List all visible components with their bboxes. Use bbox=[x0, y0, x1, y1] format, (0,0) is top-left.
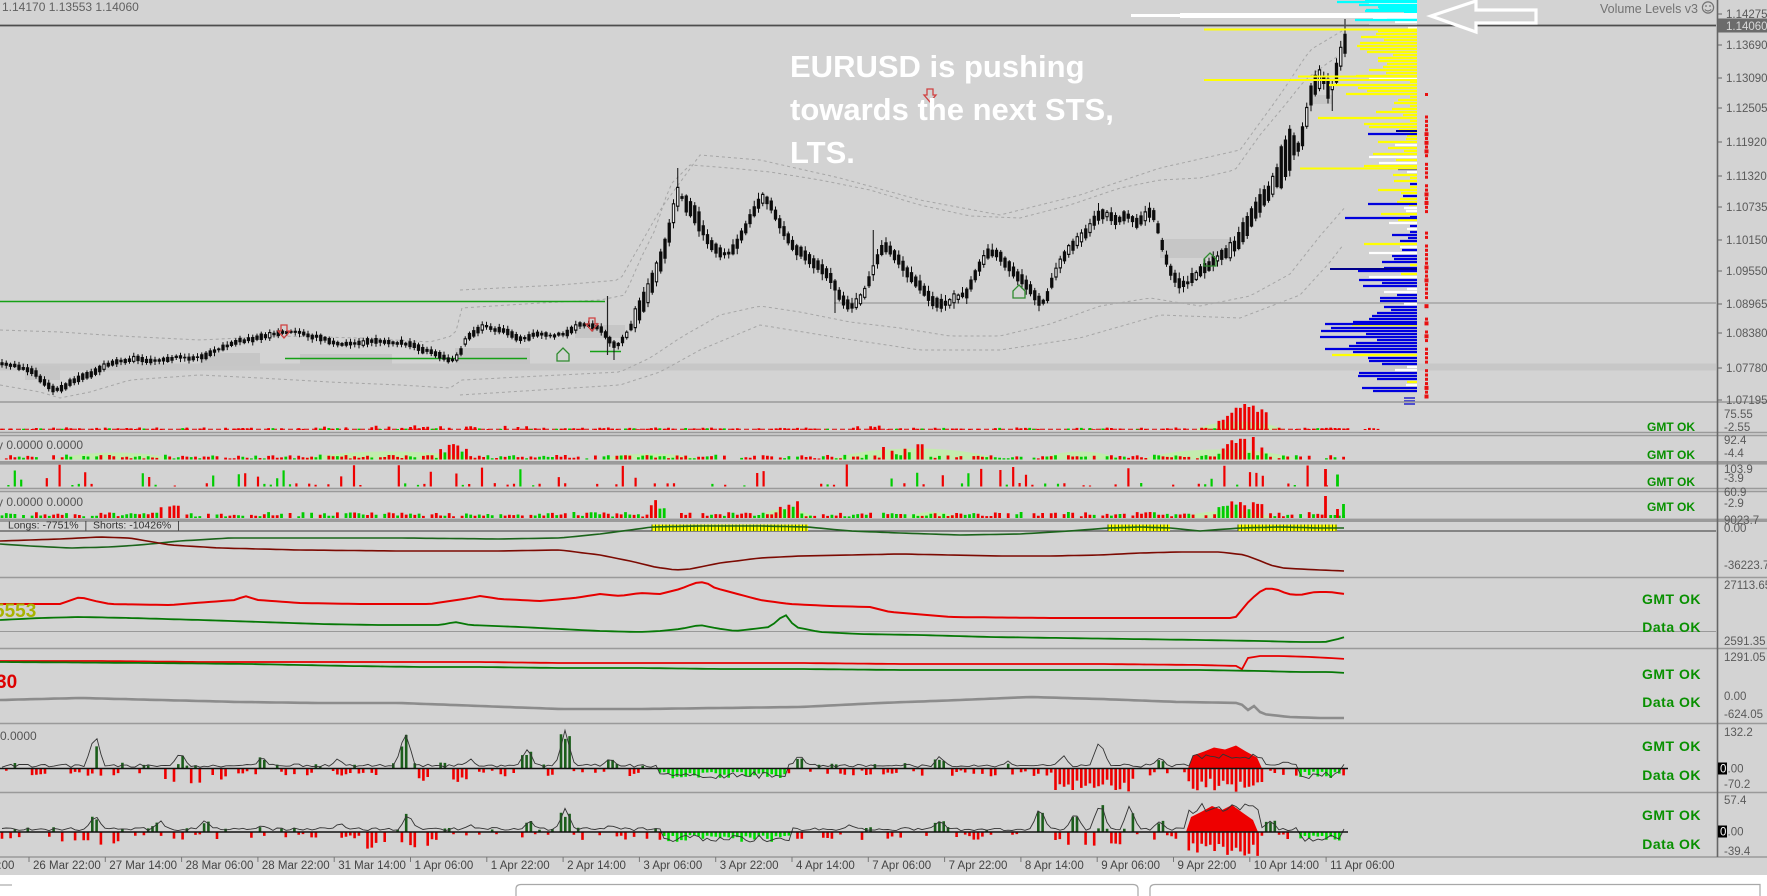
svg-text:Data OK: Data OK bbox=[1642, 767, 1701, 783]
svg-text:LTS.: LTS. bbox=[790, 135, 855, 170]
svg-text:towards the next STS,: towards the next STS, bbox=[790, 92, 1114, 127]
svg-text:-624.05: -624.05 bbox=[1724, 709, 1763, 721]
svg-text:4 Apr 14:00: 4 Apr 14:00 bbox=[796, 860, 855, 872]
svg-text:1.10150: 1.10150 bbox=[1726, 235, 1767, 247]
svg-text:-4.4: -4.4 bbox=[1724, 448, 1744, 460]
svg-text:1 Apr 06:00: 1 Apr 06:00 bbox=[415, 860, 474, 872]
svg-text:27113.65: 27113.65 bbox=[1724, 580, 1767, 592]
svg-text:1.14275: 1.14275 bbox=[1726, 9, 1767, 21]
svg-text:3 Apr 22:00: 3 Apr 22:00 bbox=[720, 860, 779, 872]
svg-text:Data OK: Data OK bbox=[1642, 694, 1701, 710]
svg-text:y 0.0000 0.0000: y 0.0000 0.0000 bbox=[0, 495, 83, 509]
svg-text:-3.9: -3.9 bbox=[1724, 473, 1744, 485]
svg-text:-39.4: -39.4 bbox=[1724, 846, 1751, 858]
svg-text:Volume Levels v3: Volume Levels v3 bbox=[1600, 2, 1698, 16]
svg-text:Data OK: Data OK bbox=[1642, 836, 1701, 852]
svg-text:9 Apr 22:00: 9 Apr 22:00 bbox=[1178, 860, 1237, 872]
svg-text:Longs: -7751% | Shorts: -104: Longs: -7751% | Shorts: -10426% | bbox=[8, 520, 180, 532]
svg-text:57.4: 57.4 bbox=[1724, 795, 1747, 807]
svg-text:1.14170 1.13553 1.14060: 1.14170 1.13553 1.14060 bbox=[2, 0, 139, 14]
svg-text:GMT OK: GMT OK bbox=[1647, 420, 1695, 434]
svg-text:5553: 5553 bbox=[0, 601, 36, 622]
svg-text:11 Apr 06:00: 11 Apr 06:00 bbox=[1330, 860, 1394, 872]
svg-text:1.11320: 1.11320 bbox=[1726, 171, 1767, 183]
svg-text:2 Apr 14:00: 2 Apr 14:00 bbox=[567, 860, 626, 872]
svg-text:0.0000: 0.0000 bbox=[0, 729, 37, 743]
svg-text:28 Mar 22:00: 28 Mar 22:00 bbox=[262, 860, 330, 872]
svg-text:92.4: 92.4 bbox=[1724, 435, 1747, 447]
svg-text:27 Mar 14:00: 27 Mar 14:00 bbox=[109, 860, 177, 872]
svg-text:2591.35: 2591.35 bbox=[1724, 636, 1766, 648]
svg-text:1.08380: 1.08380 bbox=[1726, 328, 1767, 340]
svg-text:28 Mar 06:00: 28 Mar 06:00 bbox=[186, 860, 254, 872]
svg-text:7 Apr 06:00: 7 Apr 06:00 bbox=[872, 860, 931, 872]
svg-text:1 Apr 22:00: 1 Apr 22:00 bbox=[491, 860, 550, 872]
svg-text:1.13090: 1.13090 bbox=[1726, 73, 1767, 85]
svg-text:0: 0 bbox=[1720, 764, 1726, 776]
svg-text:1.07780: 1.07780 bbox=[1726, 363, 1767, 375]
svg-text:GMT OK: GMT OK bbox=[1642, 591, 1701, 607]
svg-text:1.12505: 1.12505 bbox=[1726, 103, 1767, 115]
svg-text:7 Apr 22:00: 7 Apr 22:00 bbox=[949, 860, 1008, 872]
svg-text:30: 30 bbox=[0, 672, 17, 693]
svg-text:8 Apr 14:00: 8 Apr 14:00 bbox=[1025, 860, 1084, 872]
svg-text:-2.9: -2.9 bbox=[1724, 498, 1744, 510]
svg-text:0.00: 0.00 bbox=[1724, 523, 1746, 535]
svg-text:1.10735: 1.10735 bbox=[1726, 202, 1767, 214]
svg-text:60.9: 60.9 bbox=[1724, 487, 1746, 499]
svg-text:GMT OK: GMT OK bbox=[1647, 475, 1695, 489]
svg-text:-2.55: -2.55 bbox=[1724, 422, 1750, 434]
svg-text:GMT OK: GMT OK bbox=[1642, 738, 1701, 754]
svg-text:1291.05: 1291.05 bbox=[1724, 652, 1766, 664]
svg-text:EURUSD is pushing: EURUSD is pushing bbox=[790, 49, 1085, 84]
svg-text:-36223.7: -36223.7 bbox=[1724, 560, 1767, 572]
svg-text:1.07195: 1.07195 bbox=[1726, 395, 1767, 407]
svg-text:GMT OK: GMT OK bbox=[1642, 807, 1701, 823]
svg-text:75.55: 75.55 bbox=[1724, 409, 1753, 421]
svg-text:y 0.0000 0.0000: y 0.0000 0.0000 bbox=[0, 438, 83, 452]
svg-text:9 Apr 06:00: 9 Apr 06:00 bbox=[1101, 860, 1160, 872]
svg-text:-70.2: -70.2 bbox=[1724, 779, 1750, 791]
svg-text:GMT OK: GMT OK bbox=[1642, 666, 1701, 682]
svg-text:.00: .00 bbox=[1728, 764, 1744, 776]
svg-text:26 Mar 22:00: 26 Mar 22:00 bbox=[33, 860, 101, 872]
svg-text:10 Apr 14:00: 10 Apr 14:00 bbox=[1254, 860, 1319, 872]
svg-text:1.13690: 1.13690 bbox=[1726, 40, 1767, 52]
svg-text:0: 0 bbox=[1720, 827, 1726, 839]
svg-text:1.11920: 1.11920 bbox=[1726, 137, 1767, 149]
svg-text:6:00: 6:00 bbox=[0, 860, 14, 872]
svg-text:132.2: 132.2 bbox=[1724, 727, 1753, 739]
svg-text:103.9: 103.9 bbox=[1724, 464, 1753, 476]
svg-text:GMT OK: GMT OK bbox=[1647, 448, 1695, 462]
svg-text:9023.7: 9023.7 bbox=[1724, 515, 1759, 527]
svg-text:1.14060: 1.14060 bbox=[1726, 21, 1767, 33]
svg-text:1.09550: 1.09550 bbox=[1726, 266, 1767, 278]
svg-text:3 Apr 06:00: 3 Apr 06:00 bbox=[643, 860, 702, 872]
svg-text:0.00: 0.00 bbox=[1724, 691, 1746, 703]
svg-text:1.08965: 1.08965 bbox=[1726, 299, 1767, 311]
svg-text:Data OK: Data OK bbox=[1642, 619, 1701, 635]
svg-text:.00: .00 bbox=[1728, 827, 1744, 839]
svg-text:31 Mar 14:00: 31 Mar 14:00 bbox=[338, 860, 406, 872]
svg-text:GMT OK: GMT OK bbox=[1647, 500, 1695, 514]
